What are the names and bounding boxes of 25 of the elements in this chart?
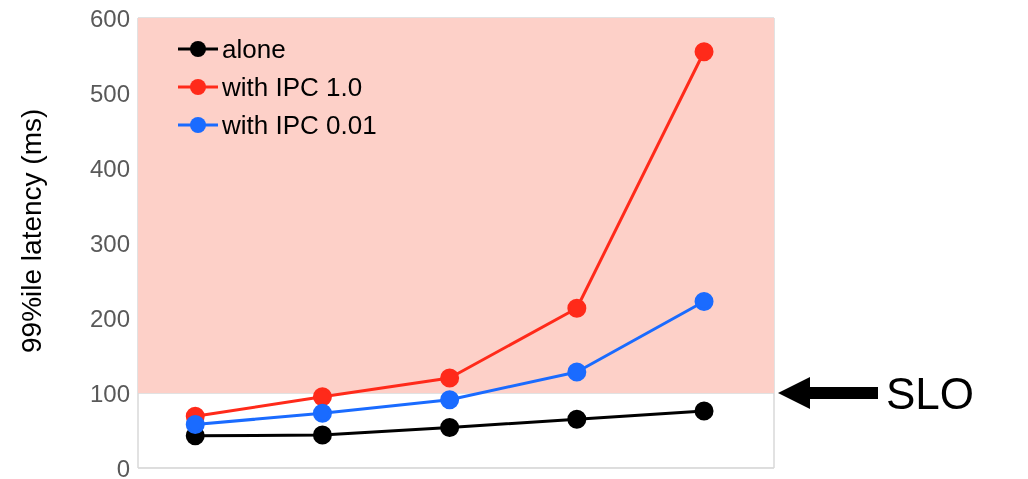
y-tick-label: 500	[89, 79, 130, 107]
legend-label: with IPC 0.01	[222, 109, 377, 142]
point	[185, 415, 205, 434]
point	[694, 292, 714, 311]
point	[312, 403, 332, 423]
legend-label: alone	[222, 33, 286, 66]
point	[440, 418, 460, 437]
point	[567, 409, 587, 429]
y-axis-title: 99%ile latency (ms)	[15, 108, 47, 353]
y-tick-label: 400	[89, 154, 130, 182]
point	[312, 387, 332, 407]
point	[694, 401, 714, 421]
y-tick-label: 100	[89, 379, 130, 407]
y-tick-label: 200	[89, 304, 130, 332]
point	[312, 425, 332, 445]
point	[567, 362, 587, 382]
band-label: SLO	[886, 369, 975, 418]
point	[440, 368, 460, 388]
point	[694, 42, 714, 62]
y-tick-label: 600	[89, 4, 130, 32]
point	[440, 390, 460, 410]
y-tick-label: 300	[89, 229, 130, 257]
y-tick-label: 0	[116, 454, 130, 479]
legend-label: with IPC 1.0	[222, 71, 363, 104]
point	[567, 298, 587, 318]
